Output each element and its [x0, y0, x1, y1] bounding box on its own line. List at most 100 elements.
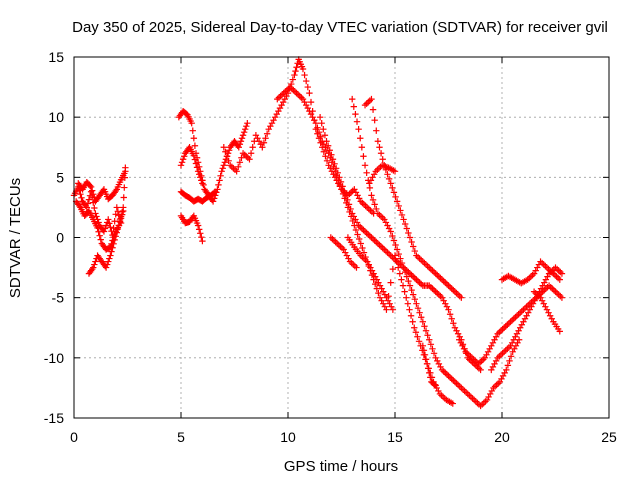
data-point — [108, 248, 115, 255]
data-point — [454, 291, 462, 298]
data-point — [507, 318, 514, 325]
data-point — [556, 276, 563, 283]
data-point — [361, 228, 369, 235]
data-point — [546, 312, 554, 319]
data-point — [393, 198, 401, 205]
data-point — [368, 267, 376, 274]
data-point — [528, 303, 535, 310]
data-point — [109, 244, 116, 251]
data-point — [486, 345, 493, 353]
data-point — [255, 138, 263, 145]
data-point — [525, 301, 532, 309]
data-point — [366, 232, 374, 240]
data-point — [237, 138, 245, 145]
x-axis-label: GPS time / hours — [284, 458, 398, 475]
data-point — [328, 151, 335, 158]
data-point — [453, 380, 460, 387]
data-point — [537, 258, 544, 265]
data-point — [422, 356, 430, 363]
data-point — [198, 177, 205, 184]
data-point — [179, 156, 187, 163]
data-point — [265, 126, 272, 133]
x-tick-label: 0 — [70, 429, 78, 445]
data-point — [178, 159, 186, 166]
data-point — [368, 192, 375, 199]
data-point — [325, 162, 332, 169]
data-point — [304, 104, 311, 112]
data-point — [487, 390, 494, 398]
data-point — [233, 168, 240, 175]
data-point — [556, 328, 563, 335]
data-point — [432, 288, 439, 295]
data-point — [267, 122, 274, 130]
data-point — [454, 330, 462, 337]
data-point — [420, 347, 428, 354]
data-point — [351, 186, 358, 193]
data-point — [440, 277, 447, 285]
data-point — [414, 333, 421, 340]
data-point — [545, 309, 552, 316]
data-point — [423, 360, 431, 368]
data-point — [421, 259, 428, 267]
data-point — [555, 267, 562, 274]
data-point — [415, 338, 423, 345]
data-point — [199, 180, 206, 187]
data-point — [541, 286, 548, 294]
data-point — [483, 351, 490, 359]
series-17 — [419, 342, 439, 389]
y-tick-label: -5 — [52, 290, 65, 306]
data-point — [332, 165, 340, 172]
data-point — [504, 345, 511, 353]
data-point — [409, 243, 417, 250]
data-point — [374, 240, 382, 247]
data-point — [498, 375, 505, 383]
data-point — [306, 89, 313, 97]
data-point — [399, 282, 407, 289]
data-point — [107, 252, 114, 259]
data-point — [105, 216, 112, 223]
data-point — [349, 187, 356, 195]
data-point — [315, 135, 323, 142]
data-point — [372, 273, 379, 280]
data-point — [210, 189, 218, 196]
data-point — [197, 230, 204, 237]
data-point — [314, 124, 321, 131]
chart-title: Day 350 of 2025, Sidereal Day-to-day VTE… — [72, 19, 608, 36]
data-point — [100, 228, 108, 235]
data-point — [260, 139, 268, 146]
data-point — [470, 396, 478, 404]
data-point — [553, 265, 561, 273]
data-point — [191, 156, 199, 163]
data-point — [518, 308, 525, 315]
data-point — [257, 141, 264, 148]
data-point — [505, 320, 513, 327]
data-point — [469, 395, 476, 402]
data-point — [518, 321, 525, 328]
data-point — [320, 126, 327, 133]
data-point — [342, 192, 349, 199]
data-point — [435, 273, 443, 280]
data-point — [438, 392, 445, 399]
data-point — [408, 271, 415, 279]
data-point — [324, 142, 332, 149]
data-point — [120, 194, 127, 201]
data-point — [385, 250, 393, 258]
data-point — [322, 153, 329, 160]
data-point — [320, 148, 328, 155]
data-point — [220, 144, 227, 151]
data-point — [515, 336, 523, 343]
data-point — [102, 264, 110, 271]
data-point — [78, 194, 85, 201]
x-tick-label: 15 — [387, 429, 403, 445]
data-point — [365, 98, 372, 106]
data-point — [274, 95, 281, 103]
data-point — [363, 229, 370, 237]
data-point — [362, 202, 369, 210]
data-point — [453, 327, 460, 334]
data-point — [386, 300, 393, 307]
data-point — [541, 279, 548, 286]
data-point — [450, 320, 457, 327]
data-point — [241, 151, 248, 158]
data-point — [497, 351, 505, 359]
data-point — [448, 315, 455, 322]
